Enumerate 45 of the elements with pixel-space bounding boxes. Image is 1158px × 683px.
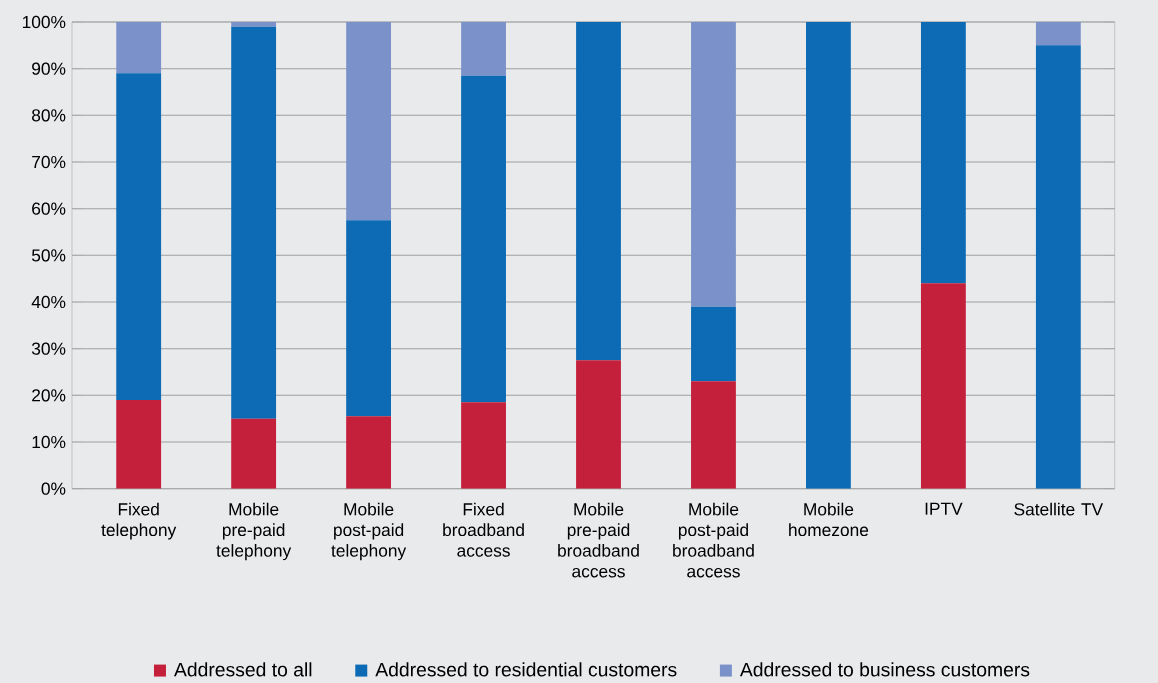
x-tick-label: IPTV [925,502,963,515]
x-tick-label: Mobile post-paid telephony [331,502,407,561]
bar [346,22,392,221]
bar [346,416,392,489]
y-tick-label: 100% [22,15,66,29]
y-tick-label: 20% [32,389,66,402]
bar [346,220,392,417]
bar [806,22,851,489]
x-tick-label: Fixed telephony [101,502,177,540]
bar [576,22,621,361]
y-tick-label: 40% [31,295,66,309]
bar [116,400,162,489]
bar [691,381,736,489]
bar [231,26,277,419]
x-tick-label: Mobile pre-paid telephony [216,502,292,561]
bar [691,306,736,382]
bar [1035,45,1081,489]
bar [691,22,736,307]
y-tick-label: 60% [32,202,66,215]
bar [231,418,277,489]
x-tick-label: Mobile post-paid broadband access [673,502,754,578]
y-tick-label: 80% [32,109,66,122]
legend-label: Addressed to all [174,662,312,677]
y-tick-label: 30% [31,342,66,355]
x-tick-label: Mobile pre-paid broadband access [558,502,639,578]
legend-label: Addressed to residential customers [375,662,677,677]
y-tick-label: 50% [31,249,66,262]
bar [461,22,506,76]
y-tick-label: 70% [32,155,66,169]
bar [920,283,966,489]
y-tick-label: 0% [41,482,66,495]
x-tick-label: Mobile homezone [789,502,869,537]
bar [461,402,506,489]
bar [576,360,621,489]
x-tick-label: Satellite TV [1014,502,1104,516]
x-tick-label: Fixed broadband access [443,502,524,557]
bar [116,22,162,74]
bar [1035,22,1081,46]
bar [116,73,162,400]
bar [920,22,966,284]
legend-label: Addressed to business customers [739,662,1030,677]
y-tick-label: 90% [32,62,66,75]
bar [461,75,506,403]
bar [231,22,277,27]
y-tick-label: 10% [32,435,66,449]
